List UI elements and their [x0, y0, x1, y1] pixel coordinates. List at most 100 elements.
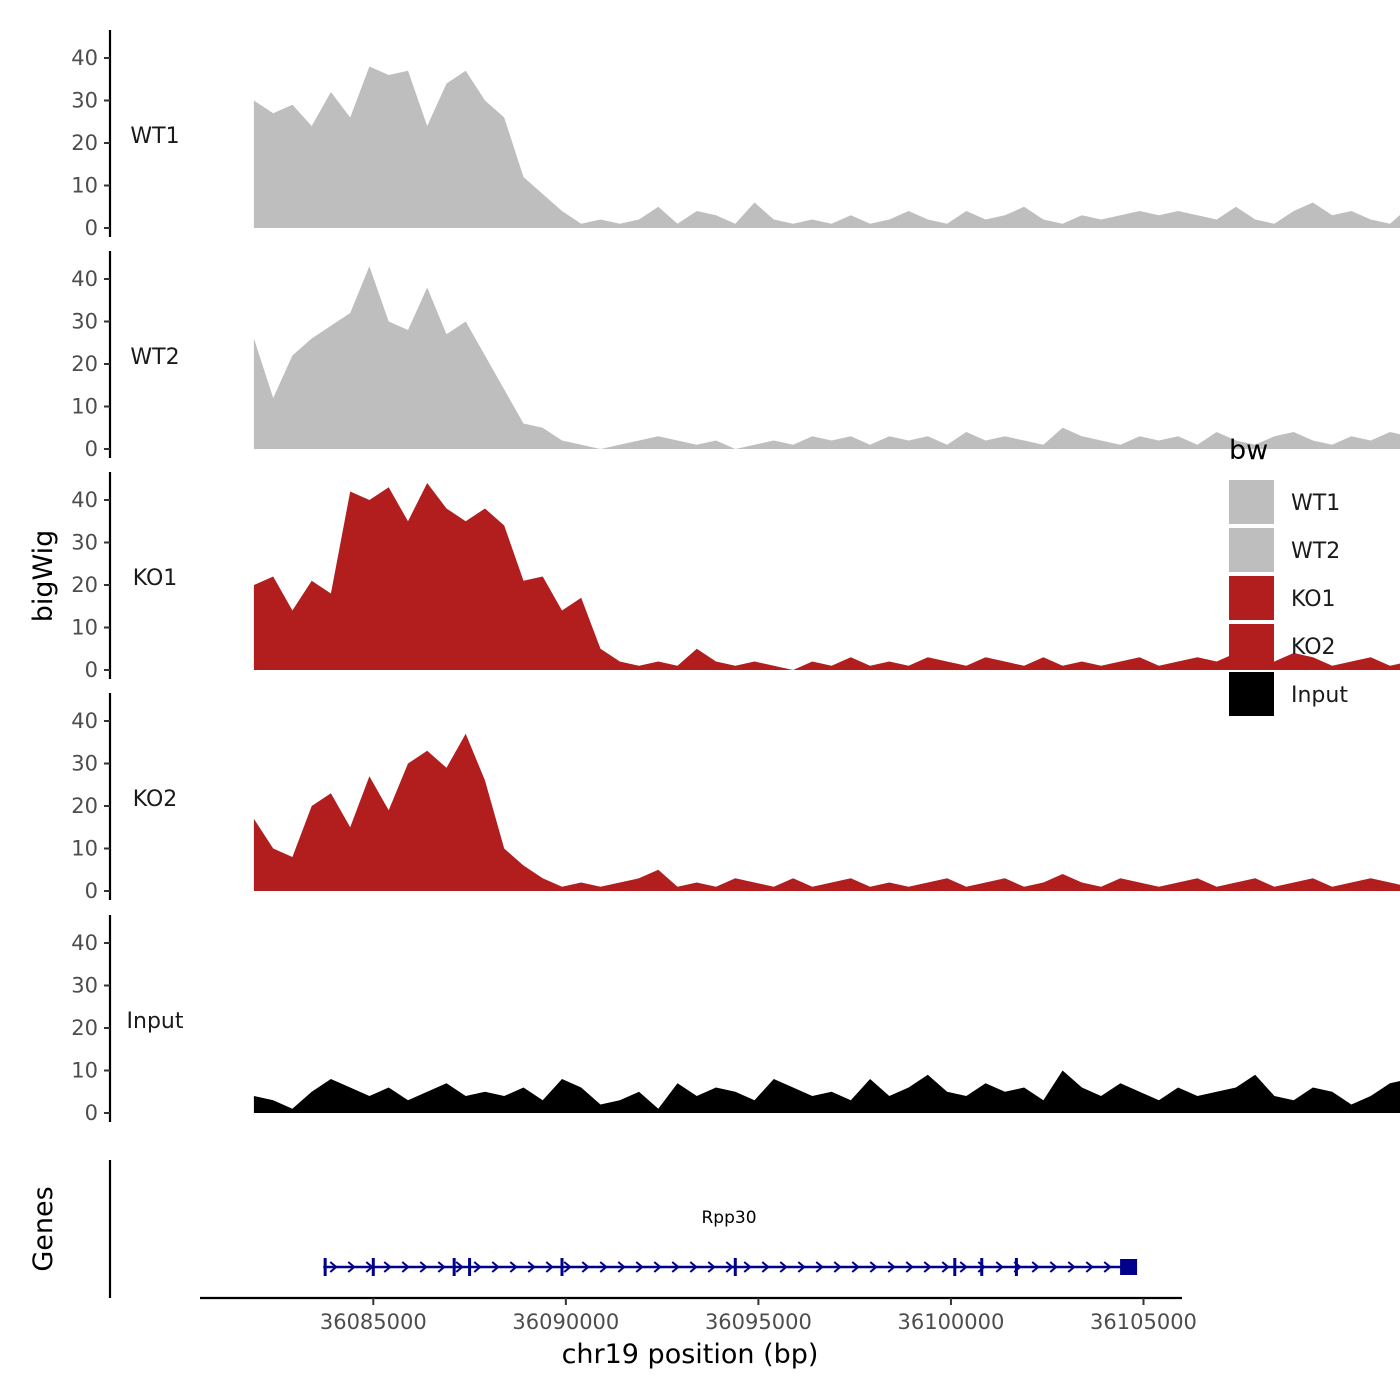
- strand-arrow: [779, 1261, 788, 1273]
- legend-label: WT2: [1291, 539, 1340, 564]
- strand-arrow: [527, 1261, 536, 1273]
- legend-swatch: [1229, 528, 1274, 572]
- y-tick-label: 10: [71, 616, 98, 640]
- strand-arrow: [797, 1261, 806, 1273]
- strand-arrow: [437, 1261, 446, 1273]
- strand-arrow: [869, 1261, 878, 1273]
- track-wt1: 0 10 20 30 40 WT1: [71, 30, 1400, 240]
- strand-arrow: [509, 1261, 518, 1273]
- exon: [953, 1258, 957, 1276]
- legend: bw WT1 WT2 KO1 KO2 Input: [1229, 435, 1348, 716]
- signal-area-ko2: [253, 733, 1400, 891]
- strand-arrow: [1067, 1261, 1076, 1273]
- strand-arrow: [545, 1261, 554, 1273]
- y-tick-label: 20: [71, 352, 98, 376]
- track-label: Input: [127, 1009, 184, 1034]
- y-tick-label: 40: [71, 709, 98, 733]
- gene-panel: Rpp30: [108, 1160, 1138, 1298]
- strand-arrow: [1031, 1261, 1040, 1273]
- y-tick-label: 40: [71, 488, 98, 512]
- legend-label: WT1: [1291, 491, 1340, 516]
- legend-swatch: [1229, 576, 1274, 620]
- strand-arrow: [887, 1261, 896, 1273]
- legend-swatch: [1229, 672, 1274, 716]
- y-tick-label: 10: [71, 1059, 98, 1083]
- exon: [371, 1258, 375, 1276]
- strand-arrow: [401, 1261, 410, 1273]
- track-label: KO1: [133, 566, 178, 591]
- track-label: WT2: [130, 345, 179, 370]
- gene-label: Rpp30: [701, 1208, 756, 1228]
- strand-arrow: [743, 1261, 752, 1273]
- strand-arrow: [653, 1261, 662, 1273]
- strand-arrow: [473, 1261, 482, 1273]
- y-tick-label: 0: [85, 879, 98, 903]
- strand-arrow: [761, 1261, 770, 1273]
- strand-arrow: [491, 1261, 500, 1273]
- y-tick-label: 20: [71, 1016, 98, 1040]
- exon: [1014, 1258, 1018, 1276]
- strand-arrow: [1049, 1261, 1058, 1273]
- y-tick-label: 20: [71, 794, 98, 818]
- x-tick-label: 36105000: [1090, 1310, 1197, 1334]
- x-tick-label: 36085000: [320, 1310, 427, 1334]
- y-tick-label: 0: [85, 216, 98, 240]
- x-axis: 36085000 36090000 36095000 36100000 36105000: [200, 1296, 1197, 1334]
- exon: [452, 1258, 456, 1276]
- signal-area-ko1: [253, 483, 1400, 670]
- strand-arrow: [329, 1261, 338, 1273]
- track-ko2: 0 10 20 30 40 KO2: [71, 693, 1400, 903]
- exon: [560, 1258, 564, 1276]
- strand-arrow: [977, 1261, 986, 1273]
- y-tick-label: 30: [71, 752, 98, 776]
- x-tick-label: 36095000: [705, 1310, 812, 1334]
- strand-arrow: [347, 1261, 356, 1273]
- x-axis-title: chr19 position (bp): [562, 1339, 819, 1370]
- strand-arrow: [635, 1261, 644, 1273]
- exon: [980, 1258, 984, 1276]
- strand-arrow: [725, 1261, 734, 1273]
- strand-arrow: [455, 1261, 464, 1273]
- strand-arrow: [905, 1261, 914, 1273]
- y-tick-label: 20: [71, 131, 98, 155]
- strand-arrow: [1103, 1261, 1112, 1273]
- strand-arrow: [833, 1261, 842, 1273]
- track-ko1: 0 10 20 30 40 KO1: [71, 472, 1400, 682]
- exon: [733, 1258, 737, 1276]
- y-tick-label: 0: [85, 437, 98, 461]
- track-label: WT1: [130, 124, 179, 149]
- y-tick-label: 40: [71, 46, 98, 70]
- bigwig-tracks: 0 10 20 30 40 WT1 0 10 20 30 40 WT2 0 10 20 30 40 KO1 0 10 2…: [71, 30, 1400, 1125]
- y-tick-label: 30: [71, 974, 98, 998]
- y-tick-label: 10: [71, 174, 98, 198]
- strand-arrow: [1085, 1261, 1094, 1273]
- signal-area-wt1: [253, 66, 1400, 228]
- legend-swatch: [1229, 624, 1274, 668]
- genes-axis-title: Genes: [28, 1186, 59, 1271]
- strand-arrow: [707, 1261, 716, 1273]
- y-tick-label: 0: [85, 658, 98, 682]
- strand-arrow: [671, 1261, 680, 1273]
- y-tick-label: 40: [71, 931, 98, 955]
- strand-arrow: [383, 1261, 392, 1273]
- strand-arrow: [995, 1261, 1004, 1273]
- strand-arrow: [959, 1261, 968, 1273]
- y-tick-label: 10: [71, 837, 98, 861]
- track-input: 0 10 20 30 40 Input: [71, 915, 1400, 1125]
- y-tick-label: 0: [85, 1101, 98, 1125]
- legend-label: Input: [1291, 683, 1348, 708]
- y-tick-label: 30: [71, 531, 98, 555]
- y-axis-title: bigWig: [28, 530, 59, 623]
- y-tick-label: 30: [71, 89, 98, 113]
- strand-arrow: [689, 1261, 698, 1273]
- strand-arrow: [563, 1261, 572, 1273]
- track-label: KO2: [133, 787, 178, 812]
- strand-arrow: [851, 1261, 860, 1273]
- legend-title: bw: [1229, 435, 1268, 466]
- signal-area-input: [253, 1070, 1400, 1113]
- y-tick-label: 10: [71, 395, 98, 419]
- strand-arrow: [617, 1261, 626, 1273]
- exon: [323, 1258, 327, 1276]
- legend-swatch: [1229, 480, 1274, 524]
